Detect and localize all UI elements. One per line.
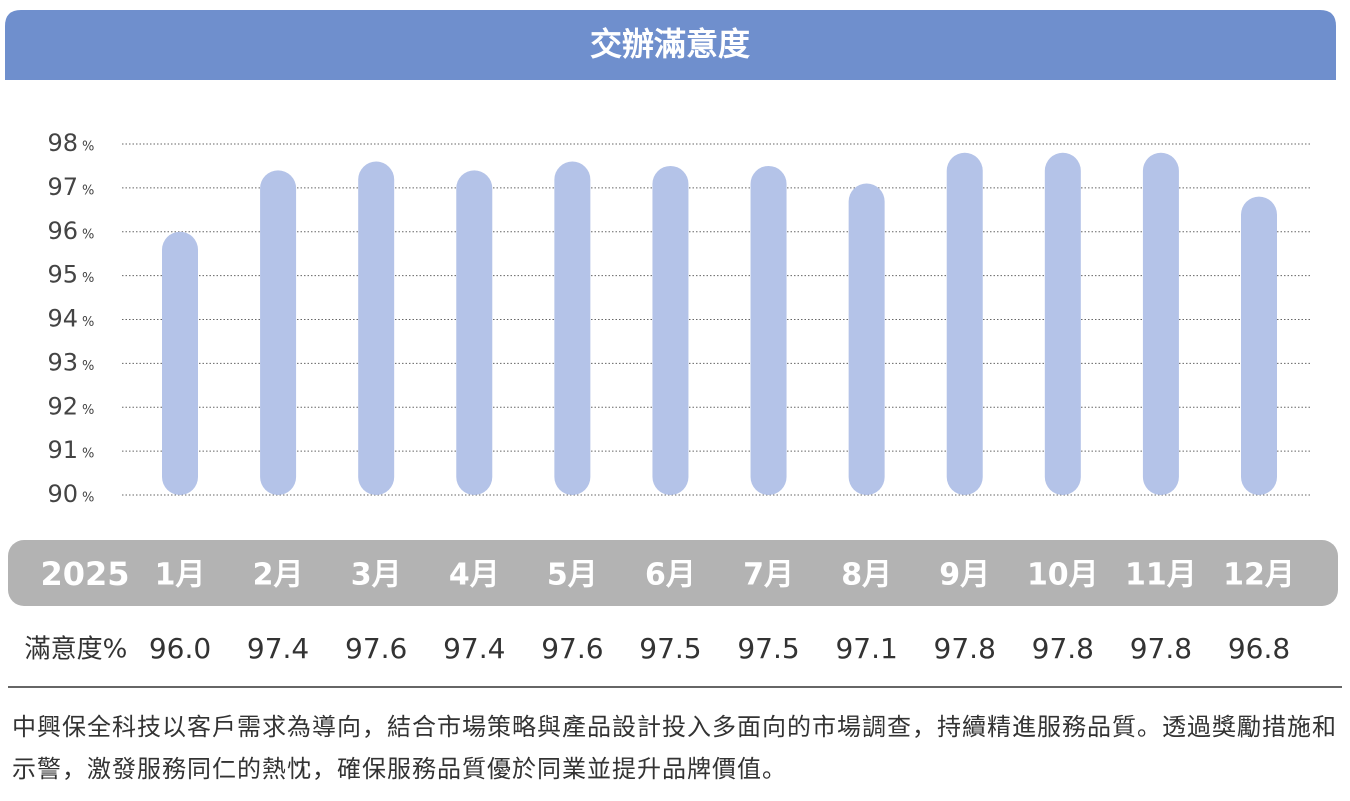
value-label: 97.4 — [443, 632, 505, 665]
value-label: 97.5 — [639, 632, 701, 665]
x-tick-label: 4月 — [449, 558, 500, 593]
bar — [1142, 152, 1179, 495]
chart-title: 交辦滿意度 — [590, 25, 750, 63]
y-tick-label: 97 — [47, 173, 78, 201]
y-tick-unit: % — [82, 447, 94, 462]
x-tick-label: 9月 — [939, 558, 990, 593]
x-tick-label: 6月 — [645, 558, 696, 593]
y-tick-label: 92 — [47, 392, 78, 420]
bar — [456, 170, 493, 495]
bar — [358, 161, 395, 496]
year-label: 2025 — [40, 555, 129, 593]
y-tick-unit: % — [82, 403, 94, 418]
value-label: 97.8 — [934, 632, 996, 665]
row-label: 滿意度% — [25, 635, 128, 665]
x-tick-label: 8月 — [841, 558, 892, 593]
value-label: 97.8 — [1032, 632, 1094, 665]
value-label: 97.6 — [541, 632, 603, 665]
y-tick-unit: % — [82, 140, 94, 155]
y-tick-label: 91 — [47, 436, 78, 464]
x-tick-label: 3月 — [351, 558, 402, 593]
bar — [1044, 152, 1081, 495]
x-tick-label: 1月 — [155, 558, 206, 593]
y-tick-unit: % — [82, 227, 94, 242]
y-tick-label: 98 — [47, 129, 78, 157]
value-label: 97.4 — [247, 632, 309, 665]
y-tick-unit: % — [82, 183, 94, 198]
y-tick-label: 93 — [47, 348, 78, 376]
y-tick-label: 95 — [47, 261, 78, 289]
bar — [946, 152, 983, 495]
y-tick-label: 94 — [47, 305, 78, 333]
x-tick-label: 10月 — [1027, 558, 1099, 593]
y-tick-unit: % — [82, 271, 94, 286]
bar — [848, 183, 885, 496]
bar — [162, 231, 198, 495]
value-label: 97.6 — [345, 632, 407, 665]
y-tick-unit: % — [82, 359, 94, 374]
value-label: 96.8 — [1228, 632, 1290, 665]
y-tick-label: 90 — [47, 480, 78, 508]
x-tick-label: 2月 — [253, 558, 304, 593]
value-label: 97.8 — [1130, 632, 1192, 665]
bar — [554, 161, 591, 496]
value-label: 96.0 — [149, 632, 211, 665]
description: 中興保全科技以客戶需求為導向，結合市場策略與產品設計投入多面向的市場調查，持續精… — [12, 713, 1337, 783]
x-tick-label: 11月 — [1125, 558, 1197, 593]
y-tick-unit: % — [82, 315, 94, 330]
x-tick-label: 12月 — [1223, 558, 1295, 593]
title-banner — [5, 10, 1336, 80]
x-tick-label: 5月 — [547, 558, 598, 593]
bar — [652, 165, 689, 495]
bar — [750, 165, 787, 495]
month-row — [8, 540, 1338, 606]
value-label: 97.5 — [737, 632, 799, 665]
y-tick-unit: % — [82, 491, 94, 506]
x-tick-label: 7月 — [743, 558, 794, 593]
bar — [260, 170, 297, 495]
value-label: 97.1 — [835, 632, 897, 665]
y-tick-label: 96 — [47, 217, 78, 245]
bar — [1241, 196, 1277, 495]
